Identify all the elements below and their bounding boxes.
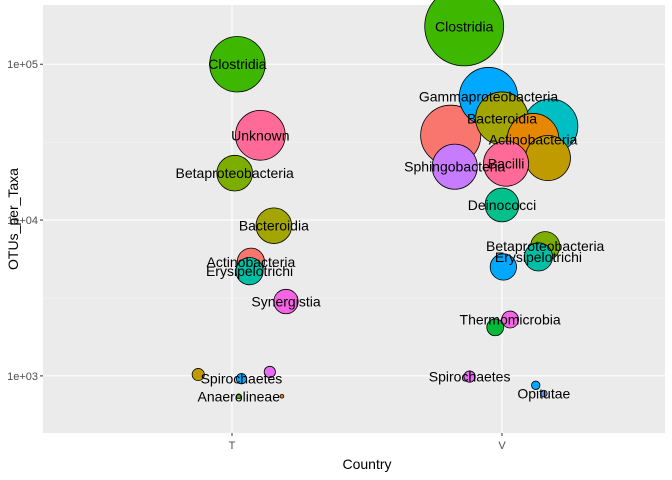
point-label: Bacilli: [488, 156, 525, 172]
point-label: Anaerolineae: [197, 388, 280, 404]
point-label: Betaproteobacteria: [486, 238, 605, 254]
y-axis-title: OTUs_per_Taxa: [5, 168, 21, 270]
bubble: [216, 154, 253, 192]
bubble: [235, 373, 248, 385]
bubble: [431, 143, 478, 190]
y-tick-label: 1e+05: [7, 59, 38, 71]
bubble: [273, 288, 299, 315]
bubble: [255, 207, 293, 244]
y-axis: 1e+03 1e+04 1e+05: [7, 59, 43, 383]
bubble: [424, 0, 505, 67]
bubble: [235, 393, 242, 400]
x-axis-title: Country: [342, 456, 391, 472]
point-label: Gammaproteobacteria: [419, 89, 559, 105]
x-tick-label: T: [229, 440, 236, 452]
point-label: Bacteroidia: [467, 110, 537, 126]
bubble: [523, 242, 553, 272]
point-label: Clostridia: [435, 18, 494, 34]
bubble: [501, 310, 519, 329]
x-tick-label: V: [498, 440, 506, 452]
point-label: Erysipelotrichi: [495, 249, 582, 265]
bubble: [191, 368, 205, 382]
point-label: Actinobacteria: [489, 131, 578, 147]
point-label: Bacteroidia: [239, 218, 309, 234]
bubble: [484, 187, 520, 223]
y-tick-label: 1e+03: [7, 371, 38, 383]
bubble: [531, 380, 541, 390]
bubble: [489, 253, 517, 281]
point-label: Clostridia: [208, 56, 267, 72]
point-label: Synergistia: [251, 294, 320, 310]
bubble: [540, 389, 548, 398]
y-tick-label: 1e+04: [7, 215, 38, 227]
bubble: [235, 109, 286, 161]
point-label: Sphingobacteria: [404, 159, 505, 175]
point-label: Spirochaetes: [429, 369, 511, 385]
plot-panel: [43, 5, 665, 433]
points: [191, 0, 579, 400]
point-label: Betaproteobacteria: [176, 165, 295, 181]
point-label: Unknown: [231, 127, 289, 143]
bubble: [209, 36, 266, 93]
bubble: [483, 140, 530, 187]
bubble: [235, 257, 264, 286]
point-label: Opitutae: [517, 386, 570, 402]
bubble: [279, 393, 285, 399]
point-label: Actinobacteria: [207, 254, 296, 270]
point-label: Erysipelotrichi: [206, 263, 293, 279]
point-labels: Clostridia Unknown Betaproteobacteria Bacte…: [176, 18, 605, 404]
point-label: Thermomicrobia: [460, 312, 561, 328]
bubble: [486, 318, 505, 337]
bubble: [463, 370, 476, 383]
point-label: Deinococci: [468, 197, 536, 213]
point-label: Spirochaetes: [201, 371, 283, 387]
grid: [43, 5, 665, 433]
bubble: [263, 365, 276, 378]
